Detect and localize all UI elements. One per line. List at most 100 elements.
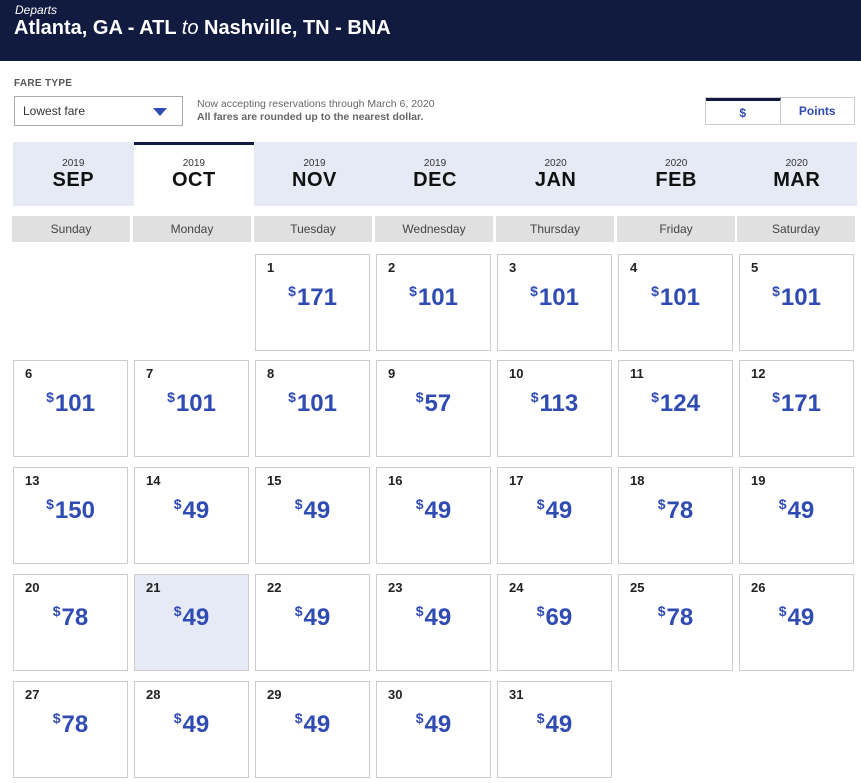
day-cell[interactable]: 4 $101 bbox=[618, 254, 733, 351]
day-cell[interactable]: 26 $49 bbox=[739, 574, 854, 671]
currency-symbol: $ bbox=[167, 389, 175, 405]
day-fare: $49 bbox=[498, 710, 611, 739]
day-cell[interactable]: 12 $171 bbox=[739, 360, 854, 457]
day-number: 15 bbox=[267, 473, 282, 488]
day-cell[interactable]: 8 $101 bbox=[255, 360, 370, 457]
tab-month-feb[interactable]: 2020 FEB bbox=[616, 142, 737, 206]
day-fare: $150 bbox=[14, 496, 127, 525]
day-fare: $124 bbox=[619, 389, 732, 418]
day-cell[interactable]: 28 $49 bbox=[134, 681, 249, 778]
fare-amount: 101 bbox=[659, 284, 700, 311]
day-number: 29 bbox=[267, 687, 282, 702]
day-cell[interactable]: 1 $171 bbox=[255, 254, 370, 351]
day-number: 1 bbox=[267, 260, 275, 275]
day-cell[interactable]: 7 $101 bbox=[134, 360, 249, 457]
day-number: 18 bbox=[630, 473, 645, 488]
fare-amount: 78 bbox=[666, 497, 694, 524]
day-cell[interactable]: 14 $49 bbox=[134, 467, 249, 564]
day-fare: $101 bbox=[740, 283, 853, 312]
day-cell[interactable]: 9 $57 bbox=[376, 360, 491, 457]
day-fare: $78 bbox=[14, 710, 127, 739]
tab-month-mar[interactable]: 2020 MAR bbox=[736, 142, 857, 206]
fare-amount: 101 bbox=[780, 284, 821, 311]
day-cell[interactable]: 3 $101 bbox=[497, 254, 612, 351]
day-cell[interactable]: 2 $101 bbox=[376, 254, 491, 351]
day-fare: $171 bbox=[256, 283, 369, 312]
tab-month-oct[interactable]: 2019 OCT bbox=[133, 142, 255, 206]
day-number: 30 bbox=[388, 687, 403, 702]
weekday-header-row: Sunday Monday Tuesday Wednesday Thursday Frid… bbox=[12, 216, 858, 242]
weekday-header-monday: Monday bbox=[133, 216, 251, 242]
day-cell[interactable]: 13 $150 bbox=[13, 467, 128, 564]
fare-amount: 78 bbox=[61, 604, 89, 631]
day-cell[interactable]: 27 $78 bbox=[13, 681, 128, 778]
day-fare: $49 bbox=[135, 603, 248, 632]
fare-amount: 150 bbox=[54, 497, 95, 524]
day-cell[interactable]: 21 $49 bbox=[134, 574, 249, 671]
day-cell[interactable]: 19 $49 bbox=[739, 467, 854, 564]
day-cell[interactable]: 23 $49 bbox=[376, 574, 491, 671]
day-cell[interactable]: 24 $69 bbox=[497, 574, 612, 671]
day-cell[interactable]: 29 $49 bbox=[255, 681, 370, 778]
day-cell[interactable]: 30 $49 bbox=[376, 681, 491, 778]
day-cell[interactable]: 16 $49 bbox=[376, 467, 491, 564]
tab-month-dec[interactable]: 2019 DEC bbox=[375, 142, 496, 206]
day-number: 6 bbox=[25, 366, 33, 381]
fare-amount: 49 bbox=[424, 711, 452, 738]
day-fare: $49 bbox=[256, 710, 369, 739]
tab-year-label: 2020 bbox=[544, 158, 567, 169]
currency-symbol: $ bbox=[173, 603, 182, 619]
fare-amount: 124 bbox=[659, 390, 700, 417]
fare-amount: 49 bbox=[545, 711, 573, 738]
day-number: 14 bbox=[146, 473, 161, 488]
fare-amount: 49 bbox=[303, 497, 331, 524]
day-number: 19 bbox=[751, 473, 766, 488]
currency-symbol: $ bbox=[772, 389, 780, 405]
tab-year-label: 2020 bbox=[785, 158, 808, 169]
month-tabs: 2019 SEP 2019 OCT 2019 NOV 2019 DEC 2020 JAN 2020 F… bbox=[13, 142, 857, 206]
day-fare: $49 bbox=[377, 603, 490, 632]
fare-amount: 49 bbox=[787, 604, 815, 631]
day-cell[interactable]: 5 $101 bbox=[739, 254, 854, 351]
day-fare: $101 bbox=[135, 389, 248, 418]
day-cell[interactable]: 6 $101 bbox=[13, 360, 128, 457]
tab-month-label: OCT bbox=[172, 169, 216, 191]
day-cell[interactable]: 18 $78 bbox=[618, 467, 733, 564]
day-number: 16 bbox=[388, 473, 403, 488]
currency-symbol: $ bbox=[294, 603, 303, 619]
day-fare: $49 bbox=[256, 603, 369, 632]
tab-month-label: FEB bbox=[655, 169, 697, 191]
day-cell[interactable]: 11 $124 bbox=[618, 360, 733, 457]
fare-amount: 171 bbox=[296, 284, 337, 311]
day-fare: $101 bbox=[256, 389, 369, 418]
origin-label: Atlanta, GA - ATL bbox=[14, 17, 177, 39]
weekday-header-wednesday: Wednesday bbox=[375, 216, 493, 242]
day-number: 24 bbox=[509, 580, 524, 595]
fare-amount: 113 bbox=[539, 390, 579, 417]
notice-line-1: Now accepting reservations through March… bbox=[197, 98, 435, 110]
currency-symbol: $ bbox=[772, 283, 780, 299]
fare-type-select[interactable]: Lowest fare bbox=[14, 96, 183, 126]
fare-amount: 49 bbox=[545, 497, 573, 524]
fare-amount: 78 bbox=[61, 711, 89, 738]
day-cell[interactable]: 22 $49 bbox=[255, 574, 370, 671]
day-cell[interactable]: 25 $78 bbox=[618, 574, 733, 671]
currency-symbol: $ bbox=[415, 389, 424, 405]
reservation-notice: Now accepting reservations through March… bbox=[197, 98, 435, 124]
tab-month-sep[interactable]: 2019 SEP bbox=[13, 142, 134, 206]
points-option[interactable]: Points bbox=[780, 98, 854, 124]
currency-symbol: $ bbox=[415, 710, 424, 726]
currency-symbol: $ bbox=[46, 389, 54, 405]
fare-amount: 78 bbox=[666, 604, 694, 631]
day-cell[interactable]: 31 $49 bbox=[497, 681, 612, 778]
day-number: 4 bbox=[630, 260, 638, 275]
day-cell[interactable]: 10 $113 bbox=[497, 360, 612, 457]
tab-month-nov[interactable]: 2019 NOV bbox=[254, 142, 375, 206]
day-fare: $101 bbox=[14, 389, 127, 418]
dollars-option[interactable]: $ bbox=[706, 98, 781, 124]
day-cell[interactable]: 20 $78 bbox=[13, 574, 128, 671]
day-cell[interactable]: 15 $49 bbox=[255, 467, 370, 564]
tab-month-jan[interactable]: 2020 JAN bbox=[495, 142, 616, 206]
fare-amount: 57 bbox=[424, 390, 452, 417]
day-cell[interactable]: 17 $49 bbox=[497, 467, 612, 564]
